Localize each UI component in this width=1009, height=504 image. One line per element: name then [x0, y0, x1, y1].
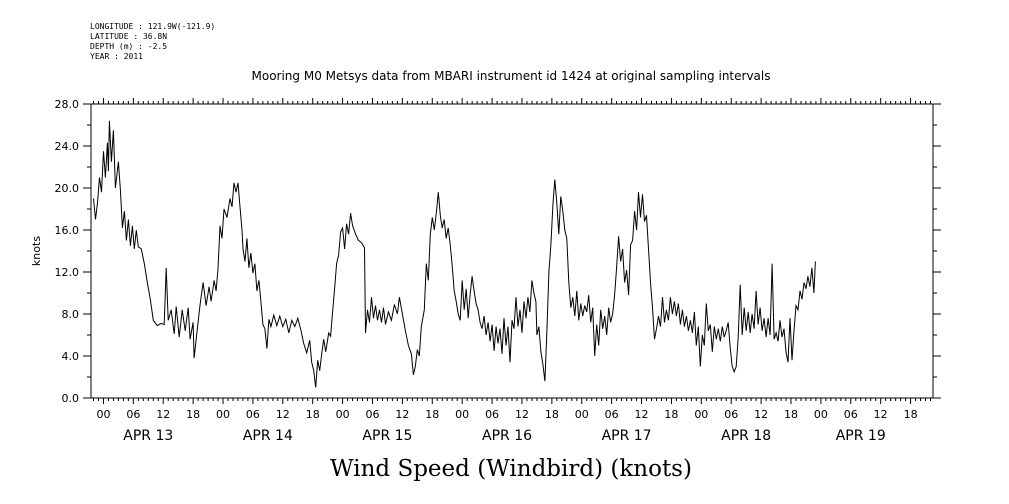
x-day-label: APR 18: [721, 428, 771, 444]
y-tick-label: 4.0: [62, 350, 80, 363]
x-day-label: APR 15: [362, 428, 412, 444]
x-tick-label: 18: [545, 408, 559, 421]
x-day-label: APR 19: [836, 428, 886, 444]
chart-caption: Wind Speed (Windbird) (knots): [330, 456, 692, 482]
x-tick-label: 00: [575, 408, 589, 421]
x-axis-day-labels: APR 13 APR 14 APR 15 APR 16 APR 17 APR 18 APR …: [123, 428, 885, 444]
depth-label: DEPTH (m) : -2.5: [90, 42, 167, 51]
x-tick-label: 06: [246, 408, 260, 421]
x-tick-label: 00: [455, 408, 469, 421]
x-tick-label: 06: [844, 408, 858, 421]
x-tick-label: 00: [336, 408, 350, 421]
latitude-label: LATITUDE : 36.8N: [90, 32, 167, 41]
y-tick-label: 24.0: [55, 140, 80, 153]
x-tick-label: 06: [724, 408, 738, 421]
y-tick-label: 16.0: [55, 224, 80, 237]
x-day-label: APR 17: [602, 428, 652, 444]
x-tick-label: 18: [186, 408, 200, 421]
year-label: YEAR : 2011: [90, 52, 143, 61]
x-tick-label: 12: [515, 408, 529, 421]
x-tick-label: 06: [605, 408, 619, 421]
x-tick-label: 06: [485, 408, 499, 421]
x-tick-label: 06: [365, 408, 379, 421]
x-tick-label: 18: [664, 408, 678, 421]
x-tick-label: 18: [425, 408, 439, 421]
y-tick-label: 28.0: [55, 98, 80, 111]
x-tick-label: 12: [156, 408, 170, 421]
y-tick-label: 0.0: [62, 392, 80, 405]
x-tick-label: 06: [126, 408, 140, 421]
y-axis-label: knots: [30, 236, 43, 266]
y-tick-label: 12.0: [55, 266, 80, 279]
x-tick-label: 00: [216, 408, 230, 421]
y-tick-label: 20.0: [55, 182, 80, 195]
x-axis-hour-labels: 00 06 12 18 00 06 12 18 00 06 12 18 00 06 12 18 00 06 12 18…: [96, 408, 917, 421]
x-tick-label: 12: [874, 408, 888, 421]
x-tick-label: 18: [306, 408, 320, 421]
x-day-label: APR 16: [482, 428, 532, 444]
y-tick-label: 8.0: [62, 308, 80, 321]
y-axis: 0.0 4.0 8.0 12.0 16.0 20.0 24.0 28.0: [55, 98, 941, 405]
x-tick-label: 12: [635, 408, 649, 421]
x-tick-label: 18: [904, 408, 918, 421]
wind-speed-line: [93, 120, 816, 388]
x-tick-label: 12: [395, 408, 409, 421]
chart-title: Mooring M0 Metsys data from MBARI instru…: [252, 69, 771, 83]
x-axis: [92, 98, 932, 404]
x-day-label: APR 14: [243, 428, 293, 444]
x-tick-label: 18: [784, 408, 798, 421]
x-tick-label: 00: [96, 408, 110, 421]
x-tick-label: 12: [754, 408, 768, 421]
plot-frame: [90, 103, 934, 399]
longitude-label: LONGITUDE : 121.9W(-121.9): [90, 22, 215, 31]
x-day-label: APR 13: [123, 428, 173, 444]
x-tick-label: 12: [276, 408, 290, 421]
x-tick-label: 00: [814, 408, 828, 421]
x-tick-label: 00: [694, 408, 708, 421]
